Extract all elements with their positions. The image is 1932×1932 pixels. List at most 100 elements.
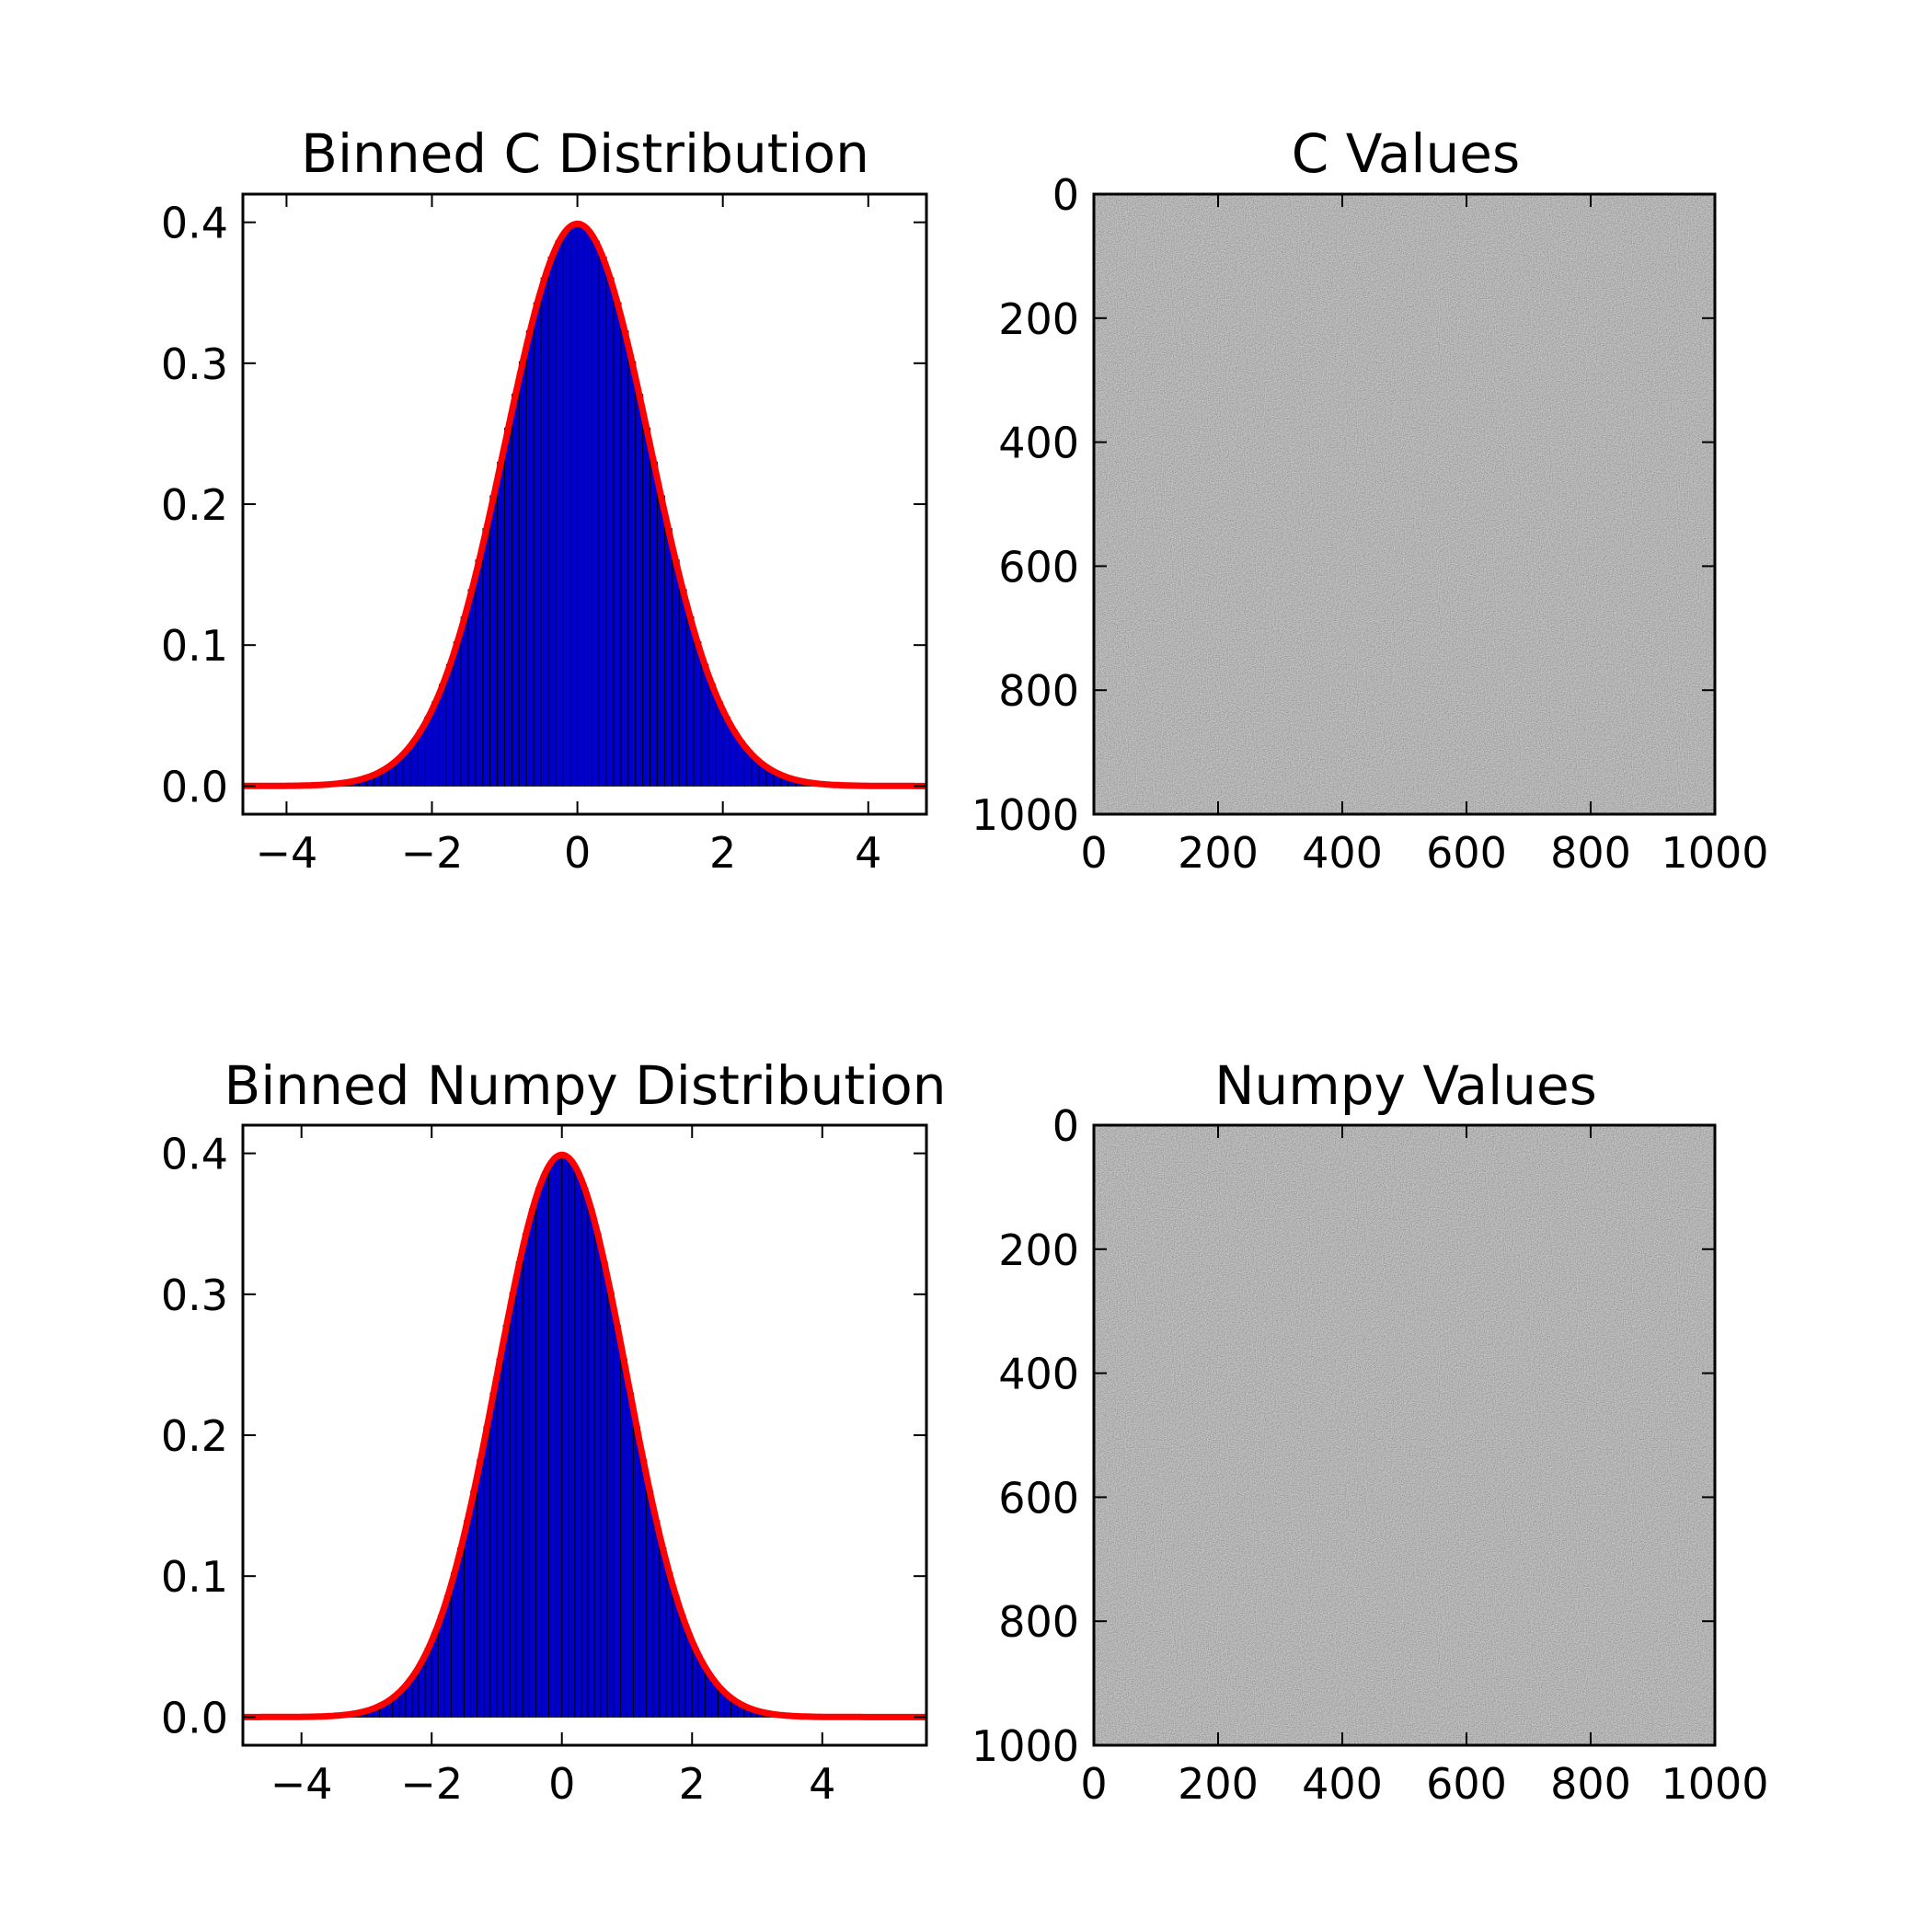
- y-tick-label: 0.4: [161, 1130, 228, 1179]
- histogram-bar: [475, 559, 484, 787]
- histogram-bar: [627, 361, 637, 787]
- histogram-bars: [274, 1155, 862, 1718]
- histogram-bar: [445, 663, 454, 787]
- histogram-bar: [525, 330, 535, 787]
- histogram-bar: [650, 461, 658, 787]
- histogram-bar: [522, 1233, 530, 1718]
- x-tick-label: 600: [1426, 828, 1507, 878]
- panel-numpy-values: Numpy Values 0 200 400 600 800 10000200400600…: [972, 1054, 1769, 1809]
- image-noise: [1094, 194, 1715, 814]
- histogram-bar: [574, 1171, 582, 1718]
- histogram-bar: [642, 427, 651, 787]
- histogram-bar: [657, 495, 665, 787]
- y-tick-label: 400: [998, 1350, 1079, 1399]
- histogram-bar: [678, 589, 687, 787]
- y-tick-label: 800: [998, 1597, 1079, 1647]
- y-tick-label: 800: [998, 666, 1079, 716]
- panel-c-values: C Values 0 200 400 600 800 100002004006008001…: [972, 122, 1769, 878]
- y-tick-label: 400: [998, 419, 1079, 468]
- histogram-bar: [483, 1426, 491, 1718]
- histogram-bar: [497, 461, 506, 787]
- histogram-bar: [707, 684, 717, 787]
- histogram-bar: [672, 1594, 680, 1718]
- x-tick-label: 0: [1080, 828, 1107, 878]
- histogram-bar: [639, 1459, 648, 1718]
- histogram-bar: [533, 302, 542, 787]
- histogram-bar: [540, 277, 549, 787]
- histogram-bar: [613, 1325, 621, 1718]
- histogram-bar: [619, 1358, 627, 1718]
- x-tick-label: 2: [679, 1759, 706, 1809]
- histogram-bar: [547, 257, 557, 787]
- histogram-bars: [285, 224, 891, 787]
- x-tick-label: 2: [709, 828, 736, 878]
- histogram-bar: [460, 616, 469, 787]
- x-tick-label: 0: [564, 828, 591, 878]
- histogram-bar: [504, 427, 512, 787]
- histogram-bar: [489, 495, 499, 787]
- axes-frame: [1092, 192, 1717, 816]
- x-tick-label: 0: [1080, 1759, 1107, 1809]
- y-tick-label: 200: [998, 294, 1079, 344]
- y-tick-label: 0.2: [161, 480, 228, 530]
- histogram-bar: [587, 1208, 595, 1718]
- histogram-bar: [700, 663, 709, 787]
- x-tick-label: 800: [1550, 1759, 1631, 1809]
- histogram-bar: [450, 1572, 458, 1718]
- pdf-curve: [243, 1151, 926, 1720]
- x-tick-label: 200: [1178, 828, 1259, 878]
- chart-title: C Values: [1292, 122, 1520, 185]
- y-tick-label: 0.4: [161, 199, 228, 248]
- histogram-bar: [633, 1426, 641, 1718]
- histogram-bar: [581, 1188, 589, 1718]
- x-tick-label: 400: [1302, 1759, 1383, 1809]
- histogram-bar: [464, 1520, 472, 1718]
- x-tick-label: 4: [855, 828, 881, 878]
- histogram-bar: [561, 1155, 569, 1718]
- y-tick-label: 0.2: [161, 1411, 228, 1461]
- histogram-bar: [482, 528, 491, 787]
- chart-title: Binned Numpy Distribution: [224, 1054, 947, 1117]
- x-tick-label: 4: [809, 1759, 835, 1809]
- x-tick-label: 200: [1178, 1759, 1259, 1809]
- histogram-bar: [555, 240, 564, 787]
- histogram-bar: [635, 394, 644, 787]
- y-tick-label: 0.0: [161, 762, 228, 811]
- panel-binned-numpy-distribution: Binned Numpy Distribution −4 −2 0 2 4 0.0 0.1 0…: [161, 1054, 947, 1809]
- histogram-bar: [535, 1188, 543, 1718]
- y-tick-label: 0.3: [161, 339, 228, 389]
- histogram-bar: [509, 1292, 517, 1718]
- x-tick-label: 1000: [1661, 828, 1768, 878]
- x-tick-label: −2: [400, 1759, 463, 1809]
- y-tick-label: 0.0: [161, 1693, 228, 1742]
- x-tick-label: −4: [270, 1759, 333, 1809]
- histogram-bar: [477, 1459, 485, 1718]
- pdf-curve: [243, 220, 926, 789]
- histogram-bar: [665, 1572, 673, 1718]
- histogram-bar: [467, 589, 477, 787]
- y-tick-label: 0.1: [161, 1552, 228, 1602]
- histogram-bar: [627, 1392, 635, 1718]
- histogram-bar: [548, 1160, 557, 1718]
- histogram-bar: [606, 1292, 615, 1718]
- x-tick-label: 0: [548, 1759, 575, 1809]
- histogram-bar: [663, 528, 673, 787]
- histogram-bar: [652, 1520, 661, 1718]
- histogram-bar: [470, 1490, 478, 1718]
- histogram-bar: [671, 559, 680, 787]
- histogram-bar: [457, 1547, 466, 1718]
- histogram-bar: [591, 240, 600, 787]
- histogram-bar: [515, 1261, 523, 1718]
- y-tick-label: 600: [998, 1473, 1079, 1523]
- x-tick-label: 1000: [1661, 1759, 1768, 1809]
- histogram-bar: [620, 330, 629, 787]
- x-tick-label: 400: [1302, 828, 1383, 878]
- histogram-bar: [542, 1171, 550, 1718]
- histogram-bar: [605, 277, 615, 787]
- histogram-bar: [512, 394, 520, 787]
- histogram-bar: [685, 616, 695, 787]
- histogram-bar: [496, 1358, 504, 1718]
- y-tick-label: 200: [998, 1225, 1079, 1275]
